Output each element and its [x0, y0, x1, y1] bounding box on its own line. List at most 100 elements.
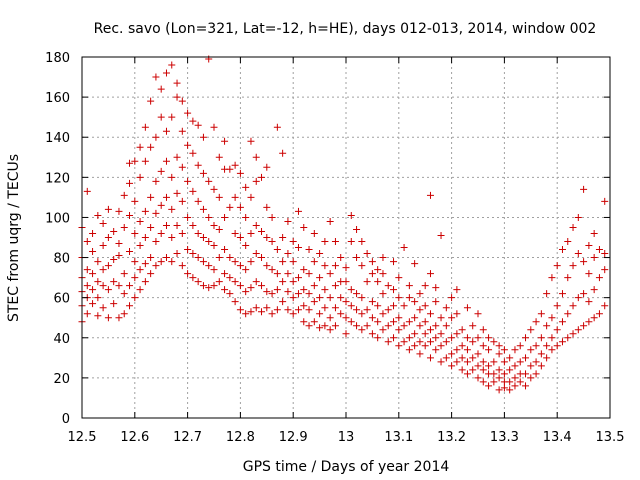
data-point [558, 246, 566, 254]
data-point [516, 378, 524, 386]
data-point [89, 248, 97, 256]
data-point [358, 326, 366, 334]
data-point [474, 362, 482, 370]
data-point [558, 338, 566, 346]
data-point [236, 234, 244, 241]
plus-marker [395, 342, 403, 350]
plus-marker [221, 246, 229, 254]
data-point [305, 246, 313, 254]
plus-marker [537, 350, 545, 358]
data-point [184, 141, 192, 149]
plus-marker [162, 193, 170, 201]
data-point [374, 318, 382, 326]
plus-marker [490, 370, 498, 378]
plus-marker [400, 302, 408, 310]
x-tick-label: 12.6 [120, 430, 149, 445]
plus-marker [110, 300, 118, 308]
plus-marker [289, 238, 297, 246]
plus-marker [321, 322, 329, 330]
plus-marker [574, 326, 582, 334]
data-point [474, 334, 482, 342]
data-point [321, 238, 329, 246]
data-point [136, 143, 144, 151]
data-point [194, 197, 202, 205]
data-point [89, 270, 97, 278]
data-point [168, 113, 176, 121]
data-point [437, 342, 445, 350]
plus-marker [442, 322, 450, 330]
plus-marker [226, 254, 234, 262]
plus-marker [442, 338, 450, 346]
data-point [279, 234, 287, 241]
data-point [326, 217, 334, 225]
data-point [511, 374, 519, 382]
plus-marker [347, 318, 355, 326]
plus-marker [585, 242, 593, 250]
data-point [162, 254, 170, 262]
data-point [189, 250, 197, 258]
plus-marker [242, 213, 250, 221]
plus-marker [553, 302, 561, 310]
plus-marker [490, 378, 498, 386]
plus-marker [236, 306, 244, 314]
data-point [569, 302, 577, 310]
data-point [120, 270, 128, 278]
data-point [141, 123, 149, 131]
plus-marker [400, 338, 408, 346]
plus-marker [527, 362, 535, 370]
plus-marker [590, 229, 598, 237]
data-point [416, 322, 424, 330]
plus-marker [453, 286, 461, 294]
plus-marker [474, 310, 482, 318]
plus-marker [601, 302, 609, 310]
data-point [580, 290, 588, 298]
data-point [506, 354, 514, 362]
data-point [189, 117, 197, 125]
data-point [458, 366, 466, 374]
plus-marker [252, 221, 260, 229]
plus-marker [215, 153, 223, 161]
plus-marker [358, 310, 366, 318]
data-point [184, 246, 192, 254]
data-point [115, 314, 123, 322]
data-point [157, 167, 165, 175]
plus-marker [94, 294, 102, 302]
data-point [205, 238, 213, 246]
data-point [448, 362, 456, 370]
data-point [426, 326, 434, 334]
data-point [268, 266, 276, 274]
data-points [78, 55, 609, 394]
data-point [574, 294, 582, 302]
plus-marker [347, 286, 355, 294]
plus-marker [453, 330, 461, 338]
data-point [395, 274, 403, 282]
data-point [242, 288, 250, 296]
data-point [569, 223, 577, 231]
data-point [83, 282, 91, 290]
data-point [321, 304, 329, 312]
plus-marker [231, 193, 239, 201]
data-point [405, 282, 413, 290]
plus-marker [379, 270, 387, 278]
data-point [553, 262, 561, 270]
plus-marker [390, 302, 398, 310]
data-point [199, 133, 207, 141]
data-point [326, 314, 334, 322]
plus-marker [590, 314, 598, 322]
plus-marker [390, 318, 398, 326]
data-point [178, 127, 186, 135]
data-point [141, 234, 149, 241]
plus-marker [595, 310, 603, 318]
data-point [580, 185, 588, 193]
data-point [395, 326, 403, 334]
data-point [532, 370, 540, 378]
data-point [189, 149, 197, 157]
data-point [194, 254, 202, 262]
plus-marker [289, 310, 297, 318]
plus-marker [522, 334, 530, 342]
plus-marker [331, 238, 339, 246]
plus-marker [448, 314, 456, 322]
data-point [263, 288, 271, 296]
plus-marker [500, 346, 508, 354]
plus-marker [152, 262, 160, 270]
